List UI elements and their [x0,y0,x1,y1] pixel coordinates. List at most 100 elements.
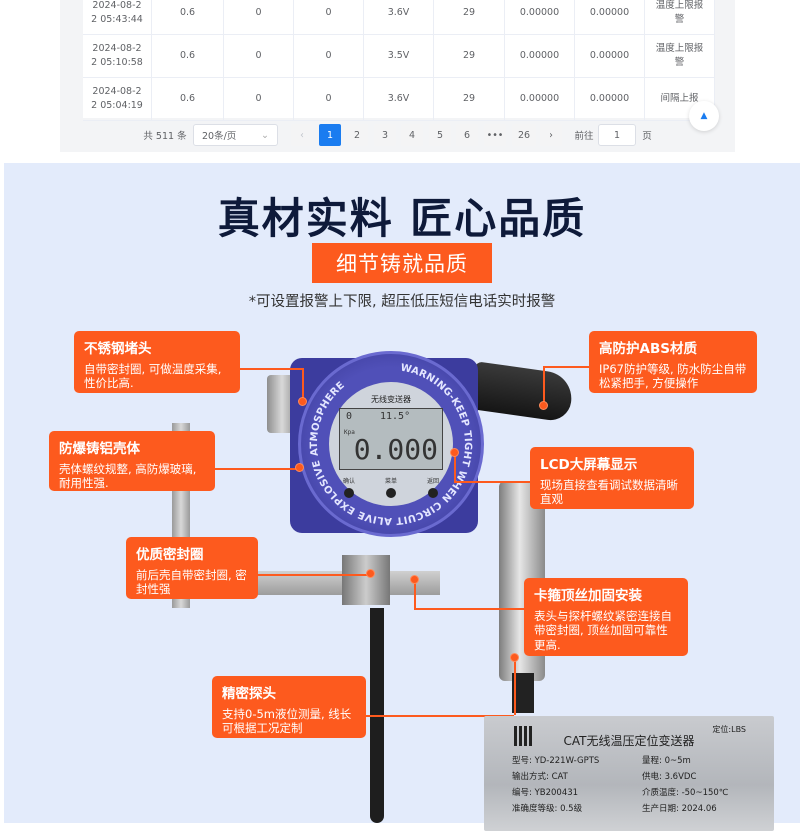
plate-field: 输出方式: CAT [512,772,568,782]
callout-title: 高防护ABS材质 [599,341,697,357]
device-button: 确认 [343,476,355,498]
callout: 卡箍顶丝加固安装表头与探杆螺纹紧密连接自带密封圈, 顶丝加固可靠性更高. [524,578,688,656]
data-table: 2024-08-22 05:43:44 0.6 0 0 3.6V 29 0.00000 0.0… [83,0,715,121]
callout: 高防护ABS材质 IP67防护等级, 防水防尘自带松紧把手, 方便操作 [589,331,757,393]
table-row: 2024-08-22 05:04:19 0.6 0 0 3.6V 29 0.00000 0.0… [83,78,715,121]
button-knob [385,488,396,498]
svg-text:WARNING-KEEP TIGHT WHEN CIRCUI: WARNING-KEEP TIGHT WHEN CIRCUIT ALIVE EX… [309,363,473,527]
lcd-top-left: 0 [346,411,353,422]
table-row: 2024-08-22 05:10:58 0.6 0 0 3.5V 29 0.00000 0.0… [83,35,715,78]
callout-title: 防爆铸铝壳体 [59,441,140,457]
next-page-button[interactable]: › [540,124,562,146]
page-size-value: 20条/页 [202,131,237,142]
page-button[interactable]: 5 [429,124,451,146]
cell-c1: 0.6 [152,78,224,120]
page-button[interactable]: 4 [401,124,423,146]
callout-text: 自带密封圈, 可做温度采集, 性价比高. [84,362,222,391]
cell-c6: 0.00000 [505,0,575,34]
page-button[interactable]: 6 [456,124,478,146]
callout: LCD大屏幕显示现场直接查看调试数据清晰直观 [530,447,694,509]
lid-ring-lettering: WARNING-KEEP TIGHT WHEN CIRCUIT ALIVE EX… [309,363,473,527]
callout-text: 支持0-5m液位测量, 线长可根据工况定制 [222,707,352,736]
lcd-unit: Kpa [344,429,355,436]
lcd-face: 无线变送器 0 11.5° Kpa 0.000 确认 菜单 返回 [329,382,453,506]
callout: 不锈钢堵头自带密封圈, 可做温度采集, 性价比高. [74,331,240,393]
plate-title: CAT无线温压定位变送器 [563,734,695,748]
device-button-label: 确认 [343,478,356,485]
callout-title: 不锈钢堵头 [84,341,152,357]
caret-up-icon: ▲ [700,111,708,121]
button-knob [427,488,438,498]
callout-text: 壳体螺纹规整, 高防爆玻璃, 耐用性强. [59,462,197,491]
cell-c2: 0 [224,0,294,34]
cell-c1: 0.6 [152,0,224,34]
plate-field: 编号: YB200431 [512,788,579,798]
callout-text: 前后壳自带密封圈, 密封性强 [136,568,247,597]
callout-text: IP67防护等级, 防水防尘自带松紧把手, 方便操作 [599,362,747,391]
cell-time: 2024-08-22 05:10:58 [83,35,152,77]
table-panel: 2024-08-22 05:43:44 0.6 0 0 3.6V 29 0.00000 0.0… [60,0,735,152]
plate-field: 型号: YD-221W-GPTS [512,756,600,766]
plate-field: 准确度等级: 0.5级 [512,804,583,814]
prev-page-button[interactable]: ‹ [291,124,313,146]
goto-page-input[interactable]: 1 [598,124,636,146]
page-button[interactable]: 3 [374,124,396,146]
plate-field: 量程: 0~5m [642,756,691,766]
cell-c7: 0.00000 [575,0,645,34]
nameplate: 定位:LBS CAT无线温压定位变送器 型号: YD-221W-GPTS 量程: … [484,716,774,831]
cell-c7: 0.00000 [575,78,645,120]
callout-text: 现场直接查看调试数据清晰直观 [540,478,678,507]
device-button-label: 菜单 [384,478,397,485]
promo-title: 真材实料 匠心品质 [217,194,587,243]
cell-voltage: 3.6V [364,0,434,34]
cell-time: 2024-08-22 05:43:44 [83,0,152,34]
total-count: 共 511 条 [143,131,187,142]
back-to-top-button[interactable]: ▲ [689,101,719,131]
cell-c6: 0.00000 [505,35,575,77]
probe-cable-top [512,673,534,713]
neck-fitting [342,555,390,605]
cell-voltage: 3.5V [364,35,434,77]
qr-code-icon [514,726,534,746]
page-button[interactable]: 1 [319,124,341,146]
cell-c6: 0.00000 [505,78,575,120]
ring-text: WARNING-KEEP TIGHT WHEN CIRCUIT ALIVE EX… [309,363,473,527]
button-knob [344,488,354,498]
cell-voltage: 3.6V [364,78,434,120]
plate-field: 介质温度: -50~150℃ [642,788,729,798]
page-button[interactable]: ••• [484,124,506,146]
data-table-section: 2024-08-22 05:43:44 0.6 0 0 3.6V 29 0.00000 0.0… [0,0,800,160]
cell-c3: 0 [294,78,364,120]
chevron-down-icon: ⌄ [261,129,269,141]
callout-text: 表头与探杆螺纹紧密连接自带密封圈, 顶丝加固可靠性更高. [534,609,672,652]
callout-title: 精密探头 [222,686,276,702]
cell-c2: 0 [224,35,294,77]
callout: 精密探头支持0-5m液位测量, 线长可根据工况定制 [212,676,366,738]
cell-c5: 29 [434,35,505,77]
device-button: 菜单 [385,476,397,498]
page-size-select[interactable]: 20条/页 ⌄ [193,124,278,146]
cell-type: 温度上限报警 [645,0,715,34]
device-label: 无线变送器 [371,395,411,404]
cell-c5: 29 [434,0,505,34]
goto-label: 前往 [574,131,594,142]
cell-c7: 0.00000 [575,35,645,77]
cell-type: 间隔上报 [645,78,715,120]
lcd-main-value: 0.000 [353,433,438,466]
page-suffix: 页 [642,131,652,142]
callout: 防爆铸铝壳体壳体螺纹规整, 高防爆玻璃, 耐用性强. [49,431,215,491]
device-button: 返回 [427,476,439,498]
table-row: 2024-08-22 05:43:44 0.6 0 0 3.6V 29 0.00000 0.0… [83,0,715,35]
callout-title: 卡箍顶丝加固安装 [534,588,642,604]
cell-c3: 0 [294,0,364,34]
page-button[interactable]: 26 [512,124,536,146]
callout-title: LCD大屏幕显示 [540,457,638,473]
callout: 优质密封圈前后壳自带密封圈, 密封性强 [126,537,258,599]
abs-handle [469,361,575,423]
callout-title: 优质密封圈 [136,547,204,563]
page-button[interactable]: 2 [346,124,368,146]
plate-field: 供电: 3.6VDC [642,772,697,782]
cell-c2: 0 [224,78,294,120]
cell-c5: 29 [434,78,505,120]
cell-c3: 0 [294,35,364,77]
